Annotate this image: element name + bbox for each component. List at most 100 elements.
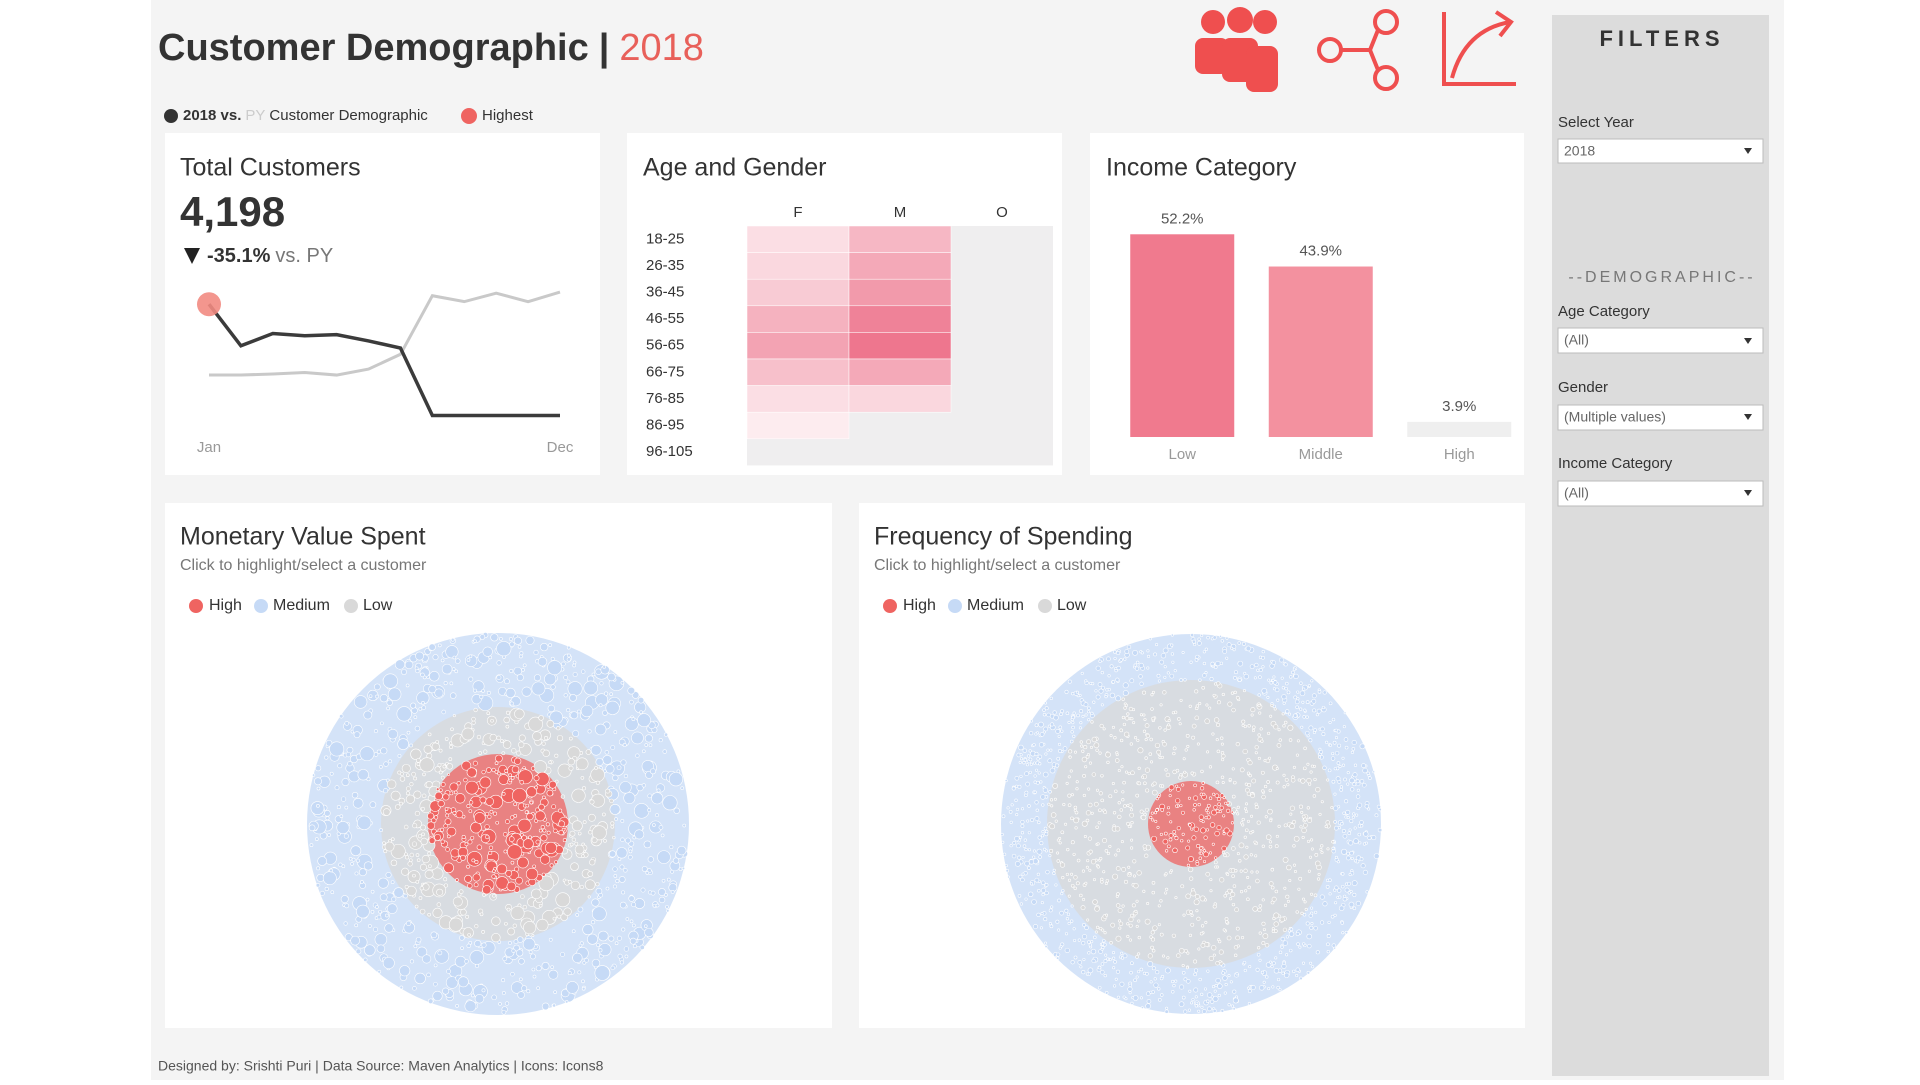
customer-dot[interactable] bbox=[1230, 891, 1236, 897]
customer-dot[interactable] bbox=[1292, 863, 1297, 867]
customer-dot[interactable] bbox=[415, 853, 420, 857]
customer-dot[interactable] bbox=[1024, 860, 1030, 867]
customer-dot[interactable] bbox=[1216, 700, 1221, 705]
customer-dot[interactable] bbox=[404, 660, 414, 670]
customer-dot[interactable] bbox=[510, 906, 525, 921]
customer-dot[interactable] bbox=[1029, 731, 1034, 736]
customer-dot[interactable] bbox=[1376, 804, 1381, 809]
customer-dot[interactable] bbox=[1285, 709, 1290, 714]
customer-dot[interactable] bbox=[1173, 833, 1177, 837]
customer-dot[interactable] bbox=[1045, 870, 1050, 875]
customer-dot[interactable] bbox=[1268, 840, 1272, 844]
customer-dot[interactable] bbox=[1120, 840, 1124, 844]
customer-dot[interactable] bbox=[1054, 819, 1058, 823]
customer-dot[interactable] bbox=[1151, 789, 1158, 796]
customer-dot[interactable] bbox=[356, 858, 360, 863]
customer-dot[interactable] bbox=[565, 1000, 569, 1004]
customer-dot[interactable] bbox=[554, 860, 558, 865]
customer-dot[interactable] bbox=[1019, 753, 1023, 757]
customer-dot[interactable] bbox=[1144, 853, 1149, 858]
customer-dot[interactable] bbox=[1167, 719, 1171, 723]
customer-dot[interactable] bbox=[473, 707, 478, 713]
customer-dot[interactable] bbox=[1246, 897, 1250, 902]
customer-dot[interactable] bbox=[1306, 806, 1310, 810]
customer-dot[interactable] bbox=[1186, 951, 1190, 955]
customer-dot[interactable] bbox=[1046, 748, 1050, 752]
customer-dot[interactable] bbox=[526, 989, 531, 994]
customer-dot[interactable] bbox=[1095, 825, 1099, 829]
customer-dot[interactable] bbox=[366, 777, 371, 782]
customer-dot[interactable] bbox=[1062, 746, 1068, 751]
customer-dot[interactable] bbox=[658, 738, 663, 743]
customer-dot[interactable] bbox=[1273, 680, 1278, 685]
customer-dot[interactable] bbox=[491, 874, 496, 879]
customer-dot[interactable] bbox=[1346, 771, 1350, 775]
customer-dot[interactable] bbox=[513, 636, 522, 645]
customer-dot[interactable] bbox=[1284, 903, 1288, 907]
customer-dot[interactable] bbox=[641, 783, 646, 788]
customer-dot[interactable] bbox=[1041, 803, 1045, 807]
customer-dot[interactable] bbox=[613, 874, 618, 878]
customer-dot[interactable] bbox=[1211, 732, 1215, 736]
customer-dot[interactable] bbox=[1303, 900, 1307, 904]
customer-dot[interactable] bbox=[1268, 881, 1274, 886]
customer-dot[interactable] bbox=[339, 814, 344, 819]
customer-dot[interactable] bbox=[632, 944, 637, 949]
customer-dot[interactable] bbox=[1126, 934, 1130, 938]
customer-dot[interactable] bbox=[1283, 720, 1288, 725]
customer-dot[interactable] bbox=[1273, 921, 1279, 927]
customer-dot[interactable] bbox=[1352, 812, 1356, 816]
customer-dot[interactable] bbox=[467, 839, 473, 845]
customer-dot[interactable] bbox=[1301, 700, 1305, 704]
customer-dot[interactable] bbox=[1283, 823, 1288, 828]
customer-dot[interactable] bbox=[1090, 940, 1094, 944]
customer-dot[interactable] bbox=[1195, 654, 1200, 659]
customer-dot[interactable] bbox=[1159, 659, 1165, 665]
customer-dot[interactable] bbox=[665, 905, 669, 909]
customer-dot[interactable] bbox=[340, 895, 349, 904]
customer-dot[interactable] bbox=[1160, 808, 1165, 812]
customer-dot[interactable] bbox=[521, 985, 528, 992]
customer-dot[interactable] bbox=[1079, 740, 1083, 744]
customer-dot[interactable] bbox=[560, 952, 565, 957]
customer-dot[interactable] bbox=[1284, 972, 1290, 978]
customer-dot[interactable] bbox=[1071, 721, 1075, 725]
customer-dot[interactable] bbox=[572, 660, 577, 665]
customer-dot[interactable] bbox=[1050, 812, 1057, 818]
customer-dot[interactable] bbox=[1292, 765, 1296, 769]
customer-dot[interactable] bbox=[540, 854, 551, 865]
customer-dot[interactable] bbox=[1355, 813, 1359, 817]
customer-dot[interactable] bbox=[1231, 767, 1235, 771]
customer-dot[interactable] bbox=[1306, 777, 1312, 784]
customer-dot[interactable] bbox=[1366, 771, 1370, 775]
customer-dot[interactable] bbox=[537, 657, 548, 667]
customer-dot[interactable] bbox=[1049, 848, 1054, 853]
customer-dot[interactable] bbox=[640, 887, 646, 893]
customer-dot[interactable] bbox=[1251, 729, 1255, 733]
customer-dot[interactable] bbox=[448, 757, 453, 761]
customer-dot[interactable] bbox=[572, 663, 576, 668]
customer-dot[interactable] bbox=[567, 758, 575, 766]
customer-dot[interactable] bbox=[1087, 802, 1093, 808]
customer-dot[interactable] bbox=[1150, 930, 1155, 935]
customer-dot[interactable] bbox=[1067, 803, 1072, 807]
customer-dot[interactable] bbox=[427, 912, 431, 917]
customer-dot[interactable] bbox=[1294, 699, 1300, 705]
customer-dot[interactable] bbox=[1044, 706, 1049, 711]
customer-dot[interactable] bbox=[1328, 720, 1332, 724]
customer-dot[interactable] bbox=[1151, 716, 1155, 721]
customer-dot[interactable] bbox=[1096, 925, 1100, 930]
customer-dot[interactable] bbox=[682, 823, 687, 828]
customer-dot[interactable] bbox=[1246, 875, 1250, 879]
customer-dot[interactable] bbox=[670, 890, 675, 894]
customer-dot[interactable] bbox=[1103, 810, 1108, 815]
customer-dot[interactable] bbox=[608, 935, 615, 942]
customer-dot[interactable] bbox=[1133, 883, 1139, 889]
customer-dot[interactable] bbox=[470, 835, 475, 840]
customer-dot[interactable] bbox=[1261, 688, 1268, 694]
customer-dot[interactable] bbox=[490, 718, 494, 723]
customer-dot[interactable] bbox=[1200, 943, 1206, 948]
customer-dot[interactable] bbox=[491, 916, 501, 926]
customer-dot[interactable] bbox=[484, 824, 490, 830]
customer-dot[interactable] bbox=[525, 635, 535, 645]
